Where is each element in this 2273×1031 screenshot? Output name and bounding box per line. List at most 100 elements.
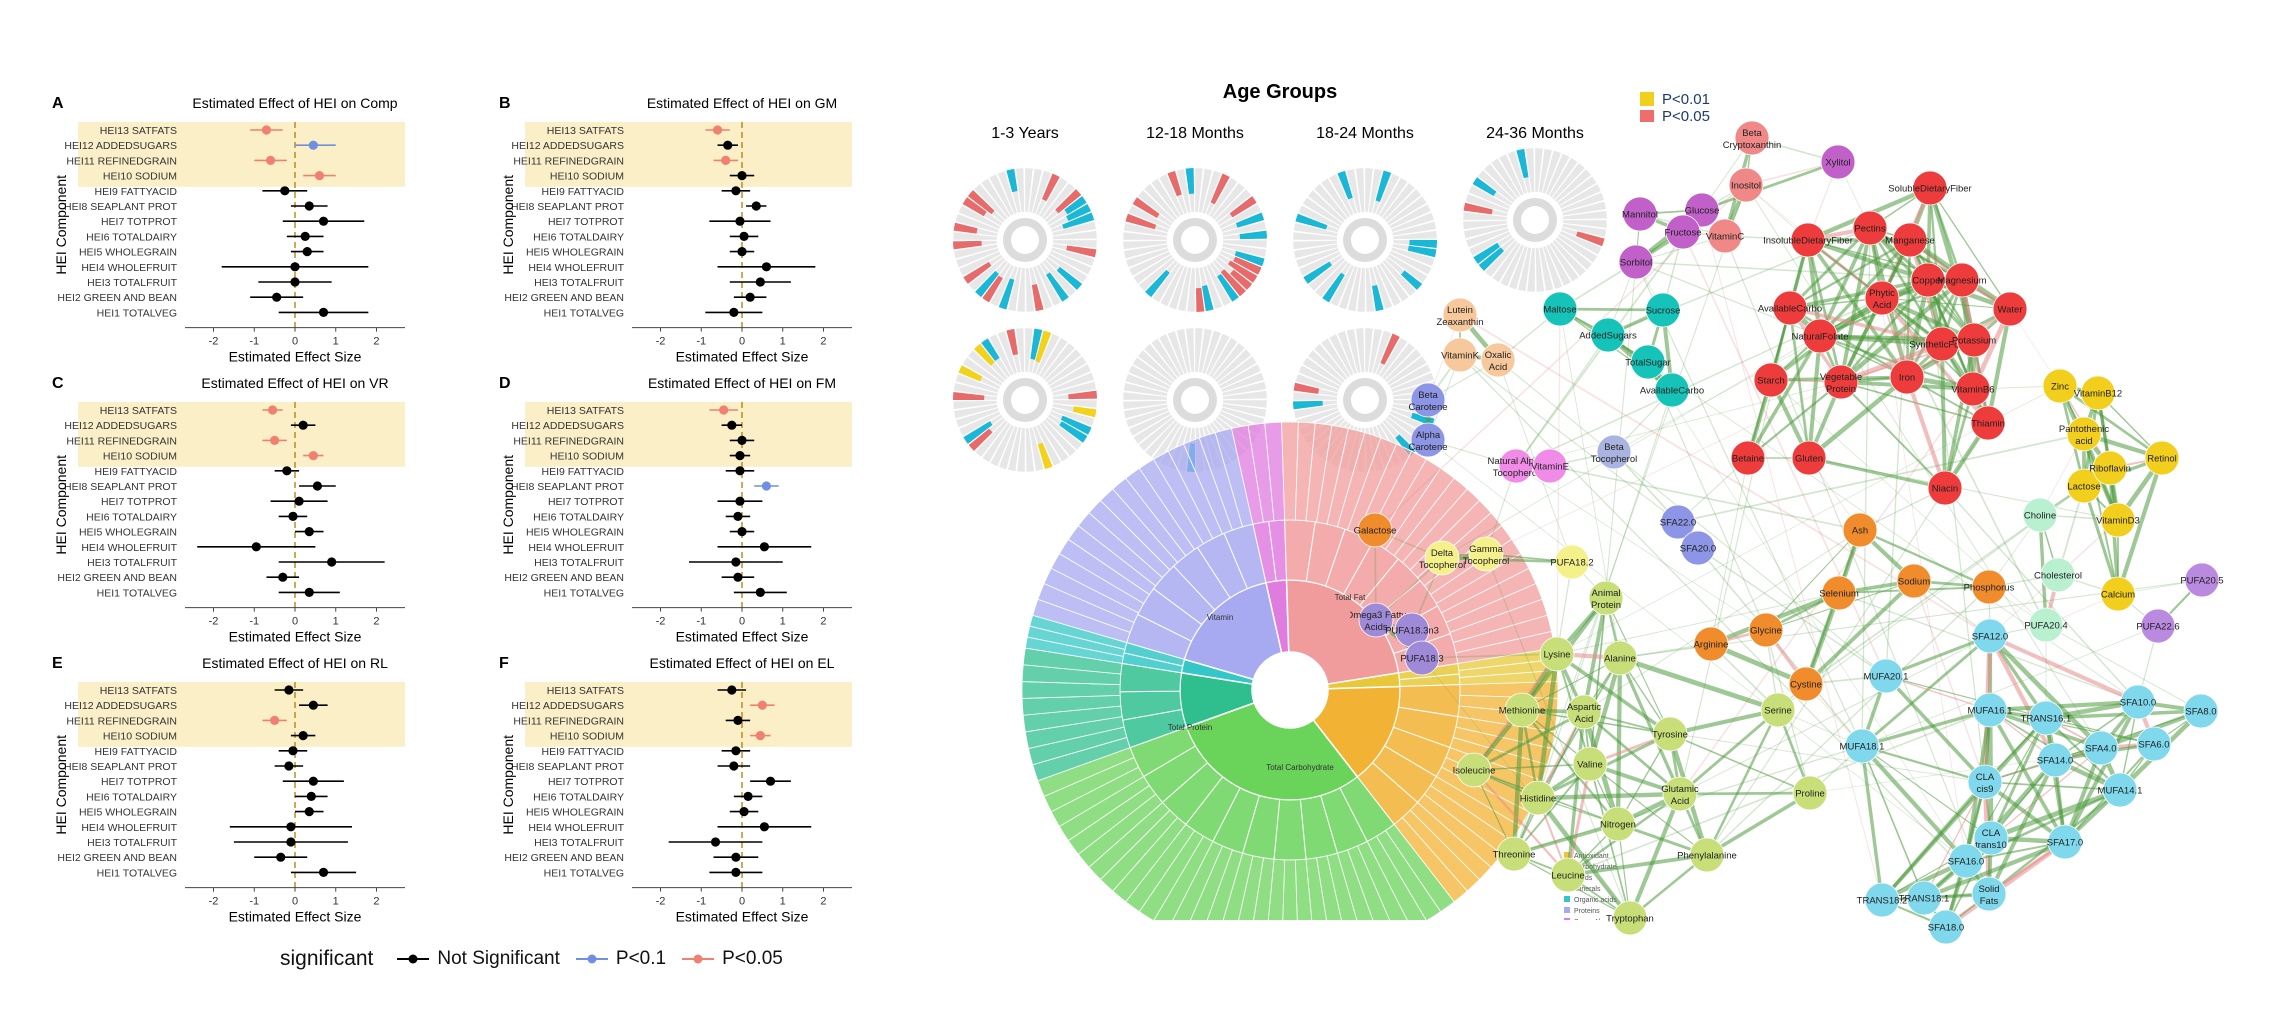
forest-panel-d: D Estimated Effect of HEI on FM HEI13 SATF… [499, 375, 852, 645]
effect-point [300, 231, 310, 241]
network-node-label: Choline [2024, 511, 2056, 522]
network-edge [1724, 235, 1990, 895]
radial-bar [953, 240, 982, 250]
network-node [2184, 562, 2220, 598]
row-label: HEI8 SEAPLANT PROT [64, 201, 178, 213]
network-node-label: VitaminD3 [2096, 516, 2140, 527]
x-tick-label: 1 [333, 336, 339, 348]
network-edge [1618, 657, 1682, 795]
network-node [1442, 297, 1478, 333]
network-edges [1374, 137, 2203, 930]
network-edge [1839, 278, 1964, 384]
network-edge [1869, 227, 1967, 862]
effect-point [308, 140, 318, 150]
radial-chart-0 [952, 167, 1098, 313]
network-edge [1513, 184, 1747, 855]
legend-swatch-p01 [575, 954, 608, 964]
network-legend-label-p005: P<0.05 [1662, 110, 1710, 122]
network-node-label: Fructose [1665, 228, 1702, 239]
network-edge [1537, 791, 1681, 801]
network-edge [1421, 653, 1558, 659]
age-groups-heading: Age Groups [1223, 81, 1337, 103]
radial-bar [1233, 256, 1262, 275]
y-axis-title: HEI Component [500, 735, 516, 835]
row-label: HEI8 SEAPLANT PROT [64, 481, 178, 493]
network-node-label: Maltose [1543, 305, 1576, 316]
network-node [1971, 876, 2007, 912]
network-node-label: Tocopherol [1493, 468, 1539, 479]
network-edge [1789, 278, 1929, 310]
network-edge [1989, 709, 2155, 745]
effect-point [733, 511, 743, 521]
network-node [2040, 557, 2076, 593]
effect-point [739, 231, 749, 241]
effect-point [272, 292, 282, 302]
network-node-label: PUFA20.4 [2024, 621, 2067, 632]
network-node-label: SFA12.0 [1972, 632, 2008, 643]
radial-chart-3 [1462, 147, 1608, 293]
effect-point [286, 837, 296, 847]
radial-bar [998, 278, 1015, 310]
network-edge [1485, 381, 1842, 555]
effect-point [727, 685, 737, 695]
radial-chart-2 [1292, 167, 1438, 313]
network-edge [1679, 791, 1811, 796]
effect-point [304, 807, 314, 817]
network-edge [1679, 635, 1991, 795]
network-edge [1521, 657, 1621, 711]
forest-panel-a: A Estimated Effect of HEI on Comp HEI13 SA… [52, 95, 405, 365]
row-label: HEI4 WHOLEFRUIT [528, 822, 624, 834]
network-node [1652, 716, 1688, 752]
radial-bar [1375, 170, 1392, 202]
network-node-label: MUFA16.1 [1968, 706, 2013, 717]
effect-point [294, 496, 304, 506]
effect-point [761, 481, 772, 491]
network-edge [1705, 709, 1780, 856]
network-node-label: Histidine [1520, 794, 1556, 805]
legend-label-ns: Not Significant [437, 948, 560, 969]
network-node [1772, 290, 1808, 326]
radial-hole [1351, 386, 1379, 414]
x-tick-label: 0 [292, 896, 298, 908]
network-node [1693, 626, 1729, 662]
network-node-label: Acid [1873, 300, 1891, 311]
network-node-label: Solid [1978, 884, 1999, 895]
sunburst-legend-swatch [1564, 852, 1570, 858]
network-node-label: Acids [1364, 622, 1387, 633]
network-node-label: Magnesium [1937, 276, 1986, 287]
radial-hole [1011, 386, 1039, 414]
legend-swatch-p005 [682, 954, 715, 964]
row-label: HEI8 SEAPLANT PROT [64, 761, 178, 773]
network-node-label: Cystine [1790, 680, 1822, 691]
row-label: HEI2 GREEN AND BEAN [504, 852, 624, 864]
effect-point [312, 481, 323, 491]
network-edge [1473, 710, 1585, 772]
network-node-label: PUFA18.2 [1550, 558, 1593, 569]
network-edge [1840, 381, 1946, 489]
network-edge [1513, 711, 1585, 855]
network-node [1823, 364, 1859, 400]
sunburst-legend-swatch [1564, 907, 1570, 913]
network-node [1645, 292, 1681, 328]
sunburst-legend-label: Antioxidant [1574, 853, 1609, 860]
network-edge [1710, 457, 1749, 645]
network-edge [1515, 334, 1609, 467]
network-node-label: Animal [1591, 588, 1620, 599]
radial-bar [1293, 382, 1320, 394]
network-node [1802, 318, 1838, 354]
network-edge [1567, 853, 1708, 877]
radial-bar [1046, 272, 1069, 302]
network-node-label: SFA22.0 [1660, 518, 1696, 529]
x-tick-label: 1 [780, 336, 786, 348]
network-node-label: Sorbitol [1620, 258, 1652, 269]
network-node-label: Sucrose [1646, 306, 1681, 317]
sunburst-panel: Age Groups 1-3 Years 12-18 Months 18-24 Mon… [952, 81, 1618, 920]
network-node-label: Thiamin [1971, 419, 2005, 430]
network-edge [1860, 744, 1968, 863]
row-label: HEI5 WHOLEGRAIN [79, 247, 177, 259]
radial-bar [1409, 240, 1437, 248]
effect-point [278, 572, 288, 582]
radial-bar [1132, 197, 1160, 218]
network-edge [1807, 237, 1929, 283]
